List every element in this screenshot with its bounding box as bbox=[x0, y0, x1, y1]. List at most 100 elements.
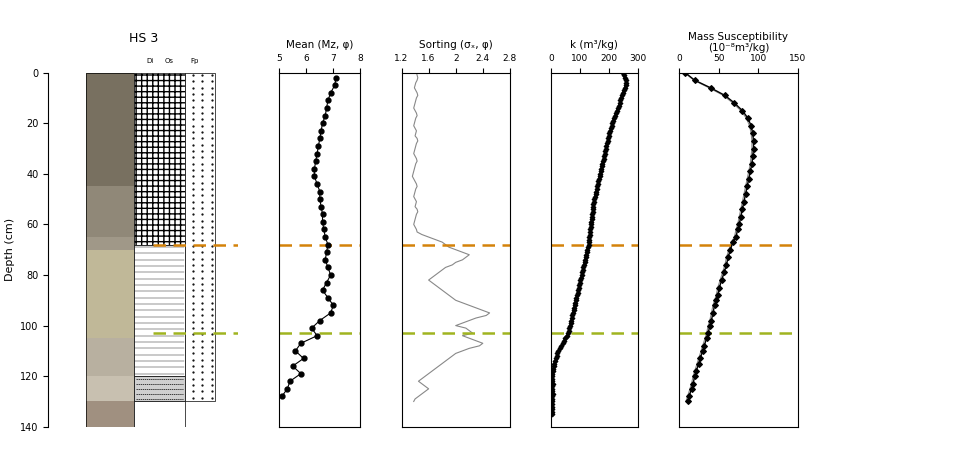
Point bbox=[581, 241, 596, 248]
Point bbox=[544, 410, 560, 418]
Point bbox=[709, 296, 724, 304]
Point bbox=[618, 77, 633, 84]
Point bbox=[585, 213, 600, 221]
Point bbox=[583, 226, 598, 233]
Point bbox=[703, 84, 718, 91]
Point bbox=[678, 69, 693, 76]
Point bbox=[570, 286, 586, 294]
Point bbox=[549, 352, 564, 360]
Point bbox=[602, 127, 618, 134]
Point bbox=[595, 158, 611, 165]
Bar bbox=[185, 73, 215, 401]
Point bbox=[544, 373, 560, 380]
Point bbox=[582, 236, 597, 243]
Point bbox=[588, 190, 603, 197]
Point bbox=[588, 193, 603, 200]
Point bbox=[602, 130, 618, 137]
Point bbox=[586, 206, 601, 213]
Point bbox=[546, 362, 561, 370]
Point bbox=[605, 117, 620, 124]
Point bbox=[702, 322, 717, 329]
Point bbox=[591, 175, 607, 183]
Point bbox=[616, 69, 631, 76]
Point bbox=[727, 99, 742, 107]
Point bbox=[572, 279, 588, 286]
Point bbox=[603, 125, 619, 132]
Point bbox=[615, 89, 630, 97]
Point bbox=[545, 380, 560, 387]
Point bbox=[569, 291, 585, 299]
Point bbox=[711, 284, 727, 291]
Point bbox=[544, 403, 560, 410]
Point bbox=[685, 380, 701, 387]
Point bbox=[735, 107, 750, 114]
Point bbox=[612, 99, 627, 107]
Point bbox=[557, 337, 572, 345]
Point bbox=[582, 233, 597, 241]
Point bbox=[547, 360, 562, 367]
Point bbox=[614, 92, 629, 99]
Bar bbox=[134, 376, 185, 401]
Point bbox=[604, 122, 620, 129]
Point bbox=[560, 330, 576, 337]
Point bbox=[579, 251, 594, 258]
Point bbox=[587, 196, 602, 203]
Y-axis label: Depth (cm): Depth (cm) bbox=[5, 218, 15, 281]
Point bbox=[545, 388, 560, 395]
Point bbox=[554, 342, 569, 350]
Point bbox=[613, 97, 628, 104]
Point bbox=[714, 276, 730, 284]
Title: HS 3: HS 3 bbox=[129, 32, 158, 45]
Point bbox=[617, 84, 632, 91]
Point bbox=[560, 332, 575, 339]
Point bbox=[581, 238, 596, 246]
Point bbox=[583, 228, 598, 236]
Point bbox=[561, 327, 577, 334]
Point bbox=[586, 198, 601, 205]
Point bbox=[716, 269, 732, 276]
Point bbox=[608, 109, 623, 117]
Point bbox=[597, 148, 613, 155]
Point bbox=[725, 238, 741, 246]
Point bbox=[589, 185, 604, 192]
Point bbox=[571, 281, 587, 289]
Point bbox=[544, 400, 560, 408]
Bar bbox=[86, 338, 134, 376]
Point bbox=[565, 309, 581, 316]
Point bbox=[590, 183, 605, 190]
Point bbox=[743, 122, 759, 129]
Point bbox=[562, 322, 578, 329]
Point bbox=[549, 355, 564, 362]
Point bbox=[590, 178, 606, 185]
Point bbox=[616, 87, 631, 94]
Point bbox=[706, 309, 721, 316]
Point bbox=[580, 246, 595, 253]
Point bbox=[544, 395, 560, 403]
Point bbox=[699, 335, 714, 342]
Point bbox=[733, 213, 748, 221]
Point bbox=[577, 256, 592, 263]
Point bbox=[593, 168, 609, 175]
Point bbox=[687, 77, 703, 84]
Text: Fp: Fp bbox=[191, 58, 198, 64]
Point bbox=[571, 284, 587, 291]
Bar bbox=[86, 187, 134, 237]
Bar bbox=[86, 73, 134, 427]
Point bbox=[577, 259, 592, 266]
Point bbox=[579, 249, 594, 256]
Point bbox=[687, 373, 703, 380]
Point bbox=[717, 92, 733, 99]
Point bbox=[618, 82, 633, 89]
Point bbox=[601, 132, 617, 139]
Point bbox=[599, 140, 615, 147]
Point bbox=[561, 325, 577, 332]
Point bbox=[605, 119, 620, 127]
Point bbox=[574, 271, 590, 279]
Point bbox=[732, 221, 747, 228]
Point bbox=[681, 393, 697, 400]
Text: Di: Di bbox=[146, 58, 154, 64]
Point bbox=[586, 201, 601, 208]
Point bbox=[720, 254, 736, 261]
Point bbox=[616, 72, 631, 79]
Point bbox=[548, 357, 563, 365]
